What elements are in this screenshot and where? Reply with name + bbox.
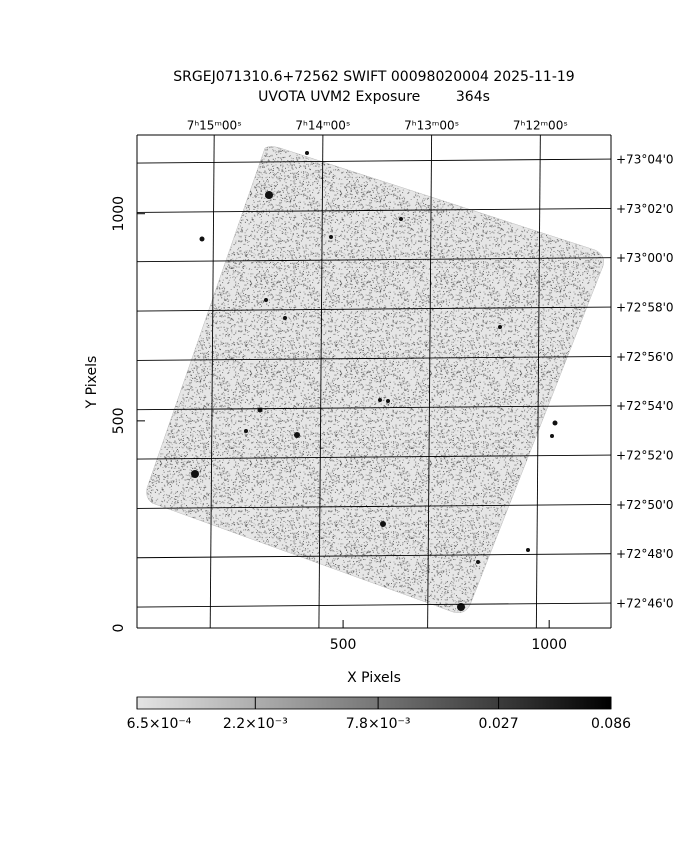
source <box>244 429 248 433</box>
grid-line <box>535 134 541 629</box>
grid-line <box>136 158 612 164</box>
y2-tick-label: +73°04'0 <box>616 153 674 167</box>
y2-tick-label: +72°48'0 <box>616 547 674 561</box>
source <box>265 191 273 199</box>
colorbar <box>136 696 612 710</box>
x2-tick-label: 7ʰ12ᵐ00ˢ <box>513 119 568 133</box>
x-tick-label: 1000 <box>531 637 567 653</box>
y2-tick-label: +72°58'0 <box>616 301 674 315</box>
source <box>378 398 382 402</box>
image-area <box>146 146 604 613</box>
source <box>283 316 287 320</box>
y2-tick-label: +72°46'0 <box>616 597 674 611</box>
y2-tick-label: +73°00'0 <box>616 251 674 265</box>
source <box>264 298 268 302</box>
source <box>191 470 199 478</box>
source <box>550 434 554 438</box>
y2-tick-label: +72°50'0 <box>616 498 674 512</box>
source <box>329 235 333 239</box>
grid-line <box>318 134 324 629</box>
colorbar-tick-label: 7.8×10⁻³ <box>346 716 411 732</box>
y2-tick-label: +72°52'0 <box>616 449 674 463</box>
y-axis-label: Y Pixels <box>84 356 100 410</box>
colorbar-tick-label: 0.027 <box>479 716 519 732</box>
colorbar-tick-label: 2.2×10⁻³ <box>223 716 288 732</box>
sources <box>191 151 558 611</box>
chart-subtitle: UVOTA UVM2 Exposure 364s <box>258 89 490 105</box>
grid-line <box>136 553 612 559</box>
grid-line <box>427 134 433 629</box>
grid-line <box>136 504 612 509</box>
source <box>526 548 530 552</box>
x2-tick-label: 7ʰ14ᵐ00ˢ <box>295 119 350 133</box>
chart-title: SRGEJ071310.6+72562 SWIFT 00098020004 20… <box>173 69 574 85</box>
x2-tick-label: 7ʰ13ᵐ00ˢ <box>404 119 459 133</box>
source <box>399 217 403 221</box>
source <box>552 420 558 426</box>
grid-line <box>136 306 612 312</box>
source <box>305 151 309 155</box>
grid-line <box>136 355 612 361</box>
colorbar-tick-label: 6.5×10⁻⁴ <box>127 716 192 732</box>
y-tick-label: 0 <box>111 624 127 633</box>
x-axis-label: X Pixels <box>347 670 401 686</box>
grid-line <box>209 134 215 629</box>
source <box>457 603 465 611</box>
x-tick-label: 500 <box>330 637 357 653</box>
source <box>476 560 480 564</box>
source <box>380 521 386 527</box>
exposure-image <box>146 146 604 613</box>
source <box>199 236 205 242</box>
y2-tick-label: +73°02'0 <box>616 202 674 216</box>
grid-line <box>136 405 612 411</box>
y2-tick-label: +72°56'0 <box>616 350 674 364</box>
source <box>498 325 502 329</box>
colorbar-tick-label: 0.086 <box>591 716 631 732</box>
grid-line <box>136 257 612 263</box>
grid-line <box>136 207 612 213</box>
y-tick-label: 500 <box>111 407 127 434</box>
source <box>386 399 390 403</box>
grid-line <box>136 602 612 608</box>
y-tick-label: 1000 <box>111 196 127 232</box>
y2-tick-label: +72°54'0 <box>616 399 674 413</box>
source <box>294 432 300 438</box>
x2-tick-label: 7ʰ15ᵐ00ˢ <box>187 119 242 133</box>
grid-line <box>136 454 612 460</box>
